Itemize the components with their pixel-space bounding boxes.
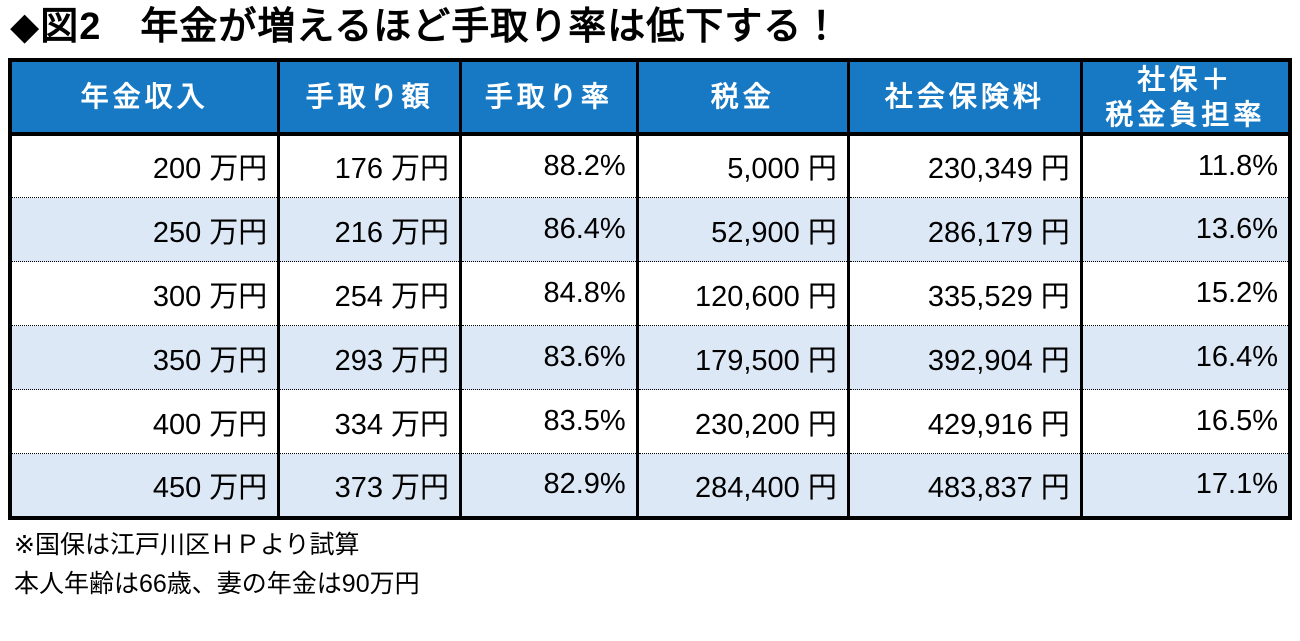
table-cell: 334 万円 <box>277 389 463 454</box>
column-header-net-rate: 手取り率 <box>459 58 639 136</box>
table-row: 350 万円 293 万円 83.6% 179,500 円 392,904 円 16.4% <box>8 325 1292 390</box>
table-cell: 429,916 円 <box>846 389 1083 454</box>
table-header-row: 年金収入 手取り額 手取り率 税金 社会保険料 社保＋ 税金負担率 <box>8 58 1292 136</box>
footnotes: ※国保は江戸川区ＨＰより試算 本人年齢は66歳、妻の年金は90万円 <box>14 530 1292 601</box>
table-cell: 350 万円 <box>8 325 281 390</box>
note-source: ※国保は江戸川区ＨＰより試算 <box>14 530 360 559</box>
table-cell: 86.4% <box>459 197 639 262</box>
table-cell: 483,837 円 <box>846 453 1083 518</box>
table-cell: 373 万円 <box>277 453 463 518</box>
table-row: 250 万円 216 万円 86.4% 52,900 円 286,179 円 13.6% <box>8 197 1292 262</box>
table-cell: 450 万円 <box>8 453 281 518</box>
table-cell: 16.5% <box>1079 389 1292 454</box>
table-cell: 83.6% <box>459 325 639 390</box>
table-row: 300 万円 254 万円 84.8% 120,600 円 335,529 円 15.2% <box>8 261 1292 326</box>
table-cell: 284,400 円 <box>635 453 850 518</box>
table-cell: 335,529 円 <box>846 261 1083 326</box>
table-row: 400 万円 334 万円 83.5% 230,200 円 429,916 円 16.5% <box>8 389 1292 454</box>
table-cell: 52,900 円 <box>635 197 850 262</box>
table-cell: 230,200 円 <box>635 389 850 454</box>
table-cell: 17.1% <box>1079 453 1292 518</box>
table-cell: 120,600 円 <box>635 261 850 326</box>
table-cell: 293 万円 <box>277 325 463 390</box>
pension-net-income-table: 年金収入 手取り額 手取り率 税金 社会保険料 社保＋ 税金負担率 200 万円… <box>8 57 1292 520</box>
column-header-tax: 税金 <box>635 58 850 136</box>
column-header-pension-income: 年金収入 <box>8 58 281 136</box>
column-header-burden-rate: 社保＋ 税金負担率 <box>1079 58 1292 136</box>
table-row: 200 万円 176 万円 88.2% 5,000 円 230,349 円 11.8% <box>8 133 1292 198</box>
table-cell: 250 万円 <box>8 197 281 262</box>
table-cell: 176 万円 <box>277 133 463 198</box>
note-assumptions: 本人年齢は66歳、妻の年金は90万円 <box>14 569 420 598</box>
table-cell: 286,179 円 <box>846 197 1083 262</box>
table-cell: 400 万円 <box>8 389 281 454</box>
table-cell: 82.9% <box>459 453 639 518</box>
table-cell: 230,349 円 <box>846 133 1083 198</box>
figure-container: ◆図2 年金が増えるほど手取り率は低下する！ 年金収入 手取り額 手取り率 税金… <box>8 6 1292 601</box>
table-cell: 200 万円 <box>8 133 281 198</box>
table-cell: 5,000 円 <box>635 133 850 198</box>
table-cell: 254 万円 <box>277 261 463 326</box>
table-cell: 392,904 円 <box>846 325 1083 390</box>
table-cell: 13.6% <box>1079 197 1292 262</box>
table-cell: 216 万円 <box>277 197 463 262</box>
table-row: 450 万円 373 万円 82.9% 284,400 円 483,837 円 17.1% <box>8 453 1292 518</box>
table-cell: 83.5% <box>459 389 639 454</box>
table-cell: 179,500 円 <box>635 325 850 390</box>
column-header-social-insurance: 社会保険料 <box>846 58 1083 136</box>
table-cell: 300 万円 <box>8 261 281 326</box>
table-cell: 15.2% <box>1079 261 1292 326</box>
column-header-net-amount: 手取り額 <box>277 58 463 136</box>
table-cell: 11.8% <box>1079 133 1292 198</box>
table-cell: 16.4% <box>1079 325 1292 390</box>
table-cell: 84.8% <box>459 261 639 326</box>
table-cell: 88.2% <box>459 133 639 198</box>
figure-title: ◆図2 年金が増えるほど手取り率は低下する！ <box>10 6 842 48</box>
